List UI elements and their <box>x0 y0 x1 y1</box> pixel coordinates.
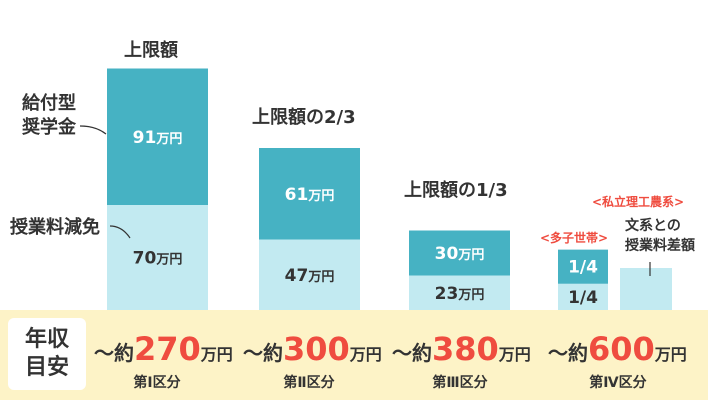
bar-scholarship-4 <box>558 249 608 284</box>
bar-tuition-label-2: 47万円 <box>285 266 335 286</box>
top-label-cat-2: 上限額の2/3 <box>252 107 356 128</box>
income-cat-3: ～約380万円 <box>392 330 531 368</box>
income-label: 年収 目安 <box>8 318 86 390</box>
bar-tuition-1 <box>107 205 208 310</box>
bar-scholarship-3 <box>409 230 510 276</box>
top-label-cat-3: 上限額の1/3 <box>404 180 508 201</box>
bar-tuition-label-4: 1/4 <box>568 288 598 308</box>
liberal-arts-diff-line-1: 文系との <box>625 218 681 234</box>
bar-scholarship-label-2: 61万円 <box>285 185 335 205</box>
bar-tuition-2 <box>259 239 360 310</box>
tuition-side-label: 授業料減免 <box>10 217 100 238</box>
bar-scholarship-2 <box>259 148 360 240</box>
bar-scholarship-label-3: 30万円 <box>435 244 485 264</box>
bar-scholarship-label-1: 91万円 <box>133 128 183 148</box>
bar-tuition-label-1: 70万円 <box>133 249 183 269</box>
top-label-cat-1: 上限額 <box>124 40 178 61</box>
liberal-arts-diff-line-2: 授業料差額 <box>625 238 695 254</box>
income-label-line-1: 年収 <box>24 327 69 352</box>
liberal-arts-diff-label: 文系との 授業料差額 <box>625 216 695 256</box>
tuition-pointer <box>109 225 131 239</box>
income-cat-1: ～約270万円 <box>94 330 233 368</box>
income-cat-2: ～約300万円 <box>243 330 382 368</box>
income-band <box>0 310 708 400</box>
bar-tuition-label-3: 23万円 <box>435 284 485 304</box>
bar-scholarship-label-4: 1/4 <box>568 258 598 278</box>
private-science-label: <私立理工農系> <box>592 195 685 209</box>
scholarship-side-label-line-1: 給付型 <box>22 93 76 114</box>
income-label-line-2: 目安 <box>24 355 69 380</box>
category-label-1: 第Ⅰ区分 <box>133 375 181 391</box>
multi-child-label: <多子世帯> <box>540 231 609 245</box>
category-label-4: 第Ⅳ区分 <box>589 375 647 391</box>
bar-tuition-4 <box>558 283 608 310</box>
bar-tuition-3 <box>409 275 510 310</box>
scholarship-side-label: 給付型 奨学金 <box>22 92 76 140</box>
scholarship-pointer <box>79 125 107 135</box>
income-cat-4: ～約600万円 <box>548 330 687 368</box>
bar-scholarship-1 <box>107 68 208 205</box>
scholarship-side-label-line-2: 奨学金 <box>22 117 76 138</box>
category-label-2: 第Ⅱ区分 <box>283 375 335 391</box>
category-label-3: 第Ⅲ区分 <box>432 375 488 391</box>
bar-tuition-difference <box>620 268 672 310</box>
